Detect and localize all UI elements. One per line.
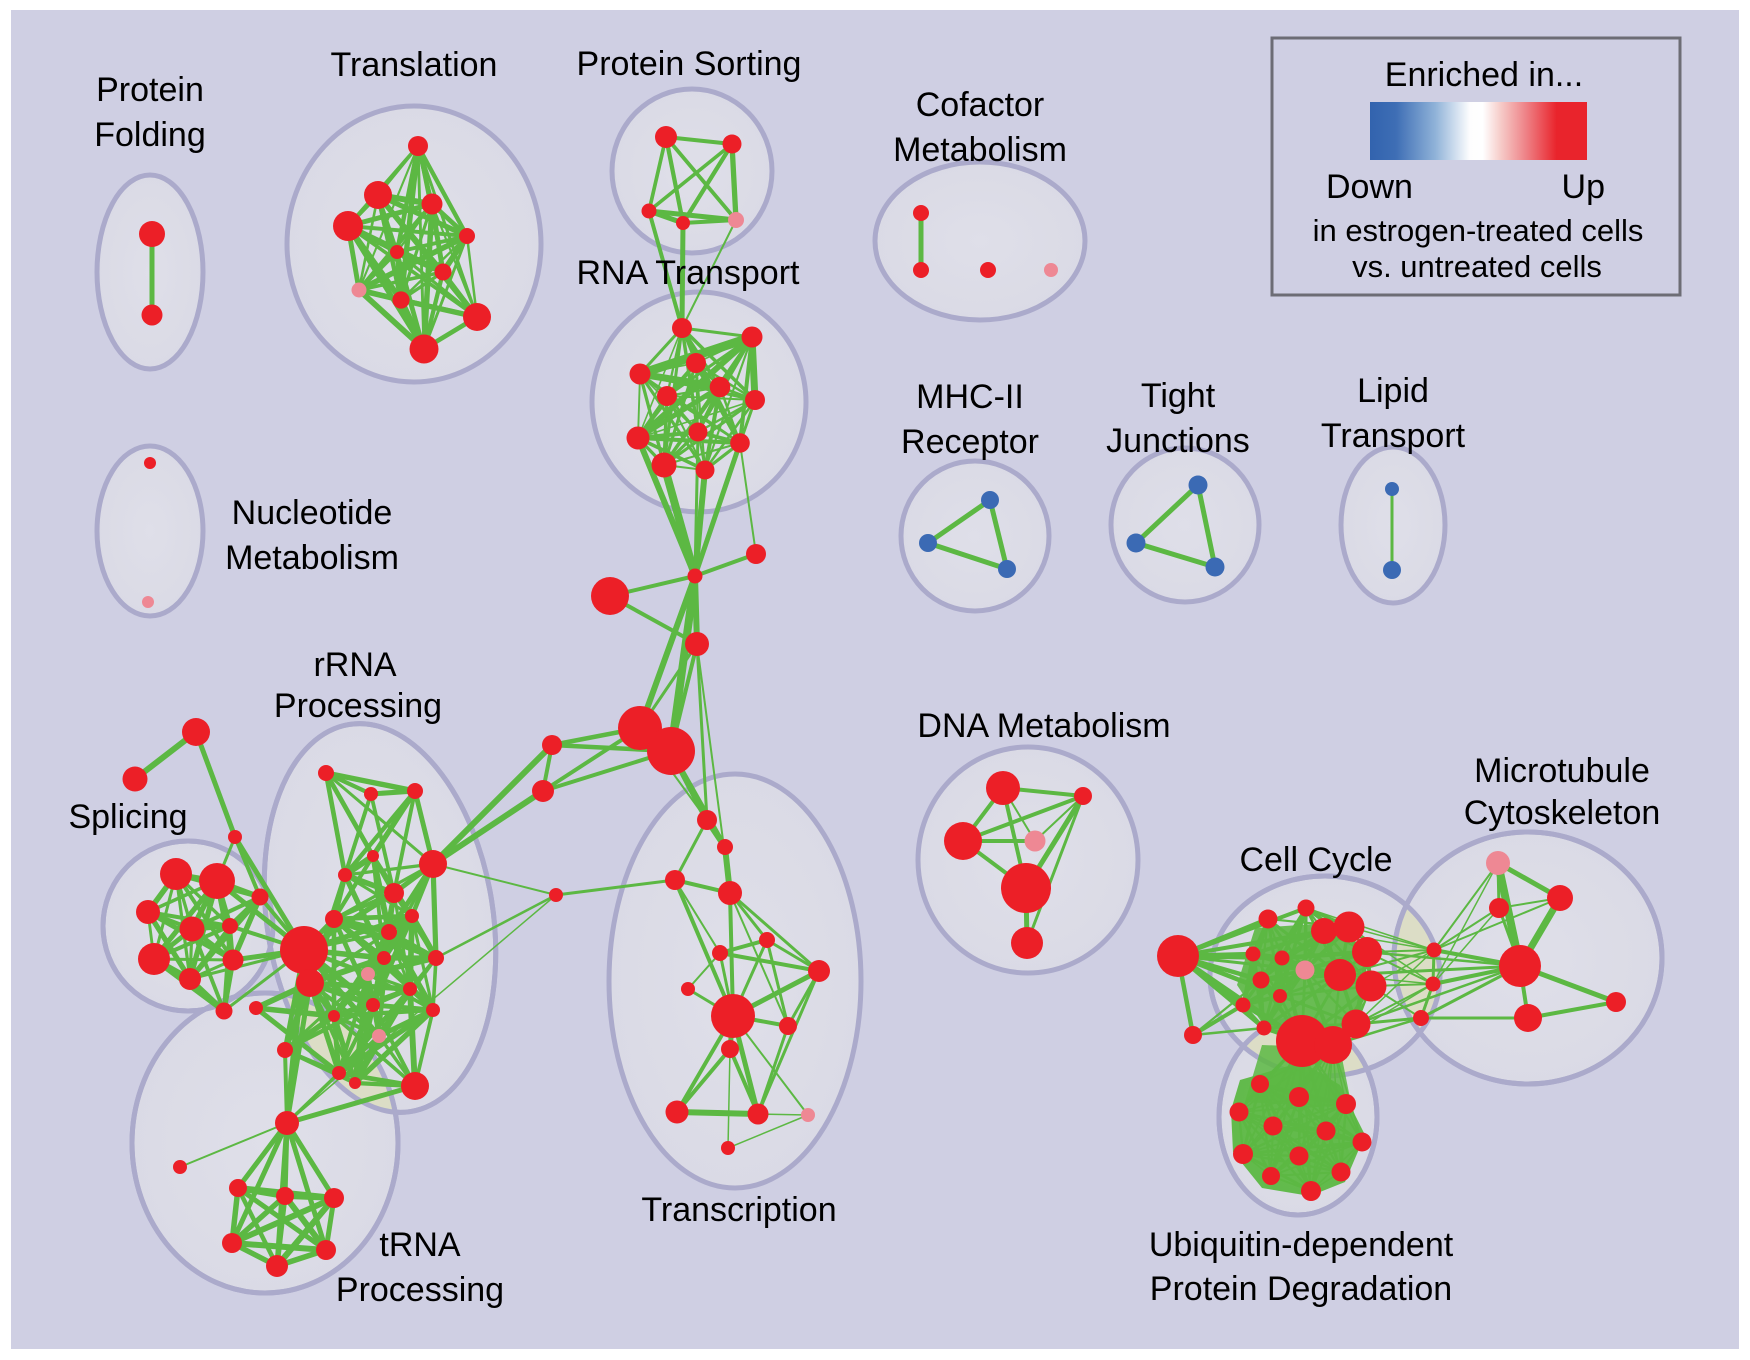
svg-text:Cytoskeleton: Cytoskeleton <box>1464 794 1661 832</box>
svg-text:MHC-II: MHC-II <box>916 378 1024 416</box>
svg-text:Up: Up <box>1562 168 1605 206</box>
svg-text:Protein Degradation: Protein Degradation <box>1150 1270 1452 1308</box>
svg-text:RNA Transport: RNA Transport <box>577 254 801 292</box>
svg-text:Cell Cycle: Cell Cycle <box>1239 841 1392 879</box>
svg-text:tRNA: tRNA <box>379 1226 461 1264</box>
svg-text:Splicing: Splicing <box>68 798 187 836</box>
svg-text:Protein Sorting: Protein Sorting <box>577 45 802 83</box>
svg-text:Lipid: Lipid <box>1357 372 1429 410</box>
svg-text:rRNA: rRNA <box>313 646 396 684</box>
svg-text:Protein: Protein <box>96 71 204 109</box>
svg-text:Processing: Processing <box>274 687 442 725</box>
svg-text:Microtubule: Microtubule <box>1474 752 1650 790</box>
svg-text:Translation: Translation <box>331 46 498 84</box>
svg-text:Down: Down <box>1326 168 1413 206</box>
svg-text:Processing: Processing <box>336 1271 504 1309</box>
svg-text:Transport: Transport <box>1321 417 1466 455</box>
svg-text:Folding: Folding <box>94 116 206 154</box>
svg-text:DNA Metabolism: DNA Metabolism <box>917 707 1170 745</box>
svg-text:Transcription: Transcription <box>641 1191 836 1229</box>
svg-text:in estrogen-treated cells: in estrogen-treated cells <box>1313 213 1644 248</box>
svg-text:Nucleotide: Nucleotide <box>232 494 393 532</box>
svg-text:Metabolism: Metabolism <box>893 131 1067 169</box>
svg-text:Tight: Tight <box>1141 377 1216 415</box>
svg-text:vs. untreated cells: vs. untreated cells <box>1352 249 1602 284</box>
svg-text:Cofactor: Cofactor <box>916 86 1045 124</box>
svg-text:Enriched in...: Enriched in... <box>1385 56 1583 94</box>
svg-text:Ubiquitin-dependent: Ubiquitin-dependent <box>1149 1226 1454 1264</box>
svg-text:Metabolism: Metabolism <box>225 539 399 577</box>
svg-text:Junctions: Junctions <box>1106 422 1250 460</box>
svg-text:Receptor: Receptor <box>901 423 1039 461</box>
